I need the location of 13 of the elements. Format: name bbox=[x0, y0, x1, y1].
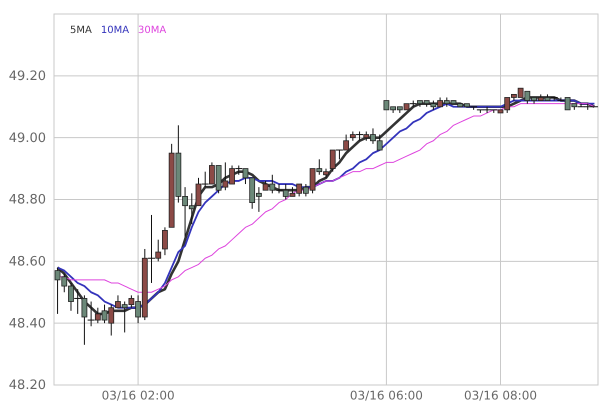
y-tick-label: 49.00 bbox=[8, 130, 46, 146]
y-tick-label: 48.60 bbox=[8, 254, 46, 270]
x-tick-label: 03/16 06:00 bbox=[350, 388, 423, 403]
y-tick-label: 48.80 bbox=[8, 192, 46, 208]
candlestick bbox=[162, 226, 168, 256]
text: 30MA bbox=[138, 25, 166, 36]
text: 10MA bbox=[100, 25, 130, 36]
x-tick-label: 03/16 02:00 bbox=[102, 388, 175, 403]
y-tick-label: 48.40 bbox=[8, 316, 46, 332]
y-tick-label: 49.20 bbox=[8, 68, 46, 84]
x-tick-label: 03/16 08:00 bbox=[464, 388, 537, 403]
y-tick-label: 48.20 bbox=[8, 378, 46, 394]
text: 5MA bbox=[70, 25, 92, 36]
